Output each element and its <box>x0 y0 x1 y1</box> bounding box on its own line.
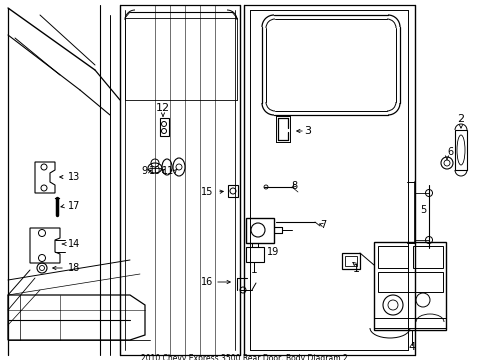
Text: 1: 1 <box>352 264 359 274</box>
Text: 2: 2 <box>456 114 464 124</box>
Text: 8: 8 <box>290 181 297 191</box>
Bar <box>345 256 356 266</box>
Text: 2010 Chevy Express 3500 Rear Door, Body Diagram 2: 2010 Chevy Express 3500 Rear Door, Body … <box>141 354 346 360</box>
Bar <box>377 246 407 268</box>
Bar <box>245 218 273 243</box>
Bar <box>412 246 442 268</box>
Bar <box>227 185 238 197</box>
Bar <box>341 253 359 269</box>
Text: 10: 10 <box>148 166 161 176</box>
Text: 12: 12 <box>156 103 170 113</box>
Text: 19: 19 <box>266 247 279 257</box>
Text: 4: 4 <box>407 342 415 352</box>
Text: 6: 6 <box>446 147 452 157</box>
Text: 14: 14 <box>68 239 80 249</box>
Bar <box>377 272 442 292</box>
Text: 17: 17 <box>68 201 80 211</box>
Text: 9: 9 <box>141 166 147 176</box>
Text: 7: 7 <box>319 220 325 230</box>
Text: 15: 15 <box>200 187 213 197</box>
Text: 5: 5 <box>419 205 426 215</box>
Bar <box>160 118 169 136</box>
Text: 13: 13 <box>68 172 80 182</box>
Text: 16: 16 <box>201 277 213 287</box>
Bar <box>373 242 445 330</box>
Text: 3: 3 <box>304 126 311 136</box>
Text: 11: 11 <box>162 166 174 176</box>
Text: 18: 18 <box>68 263 80 273</box>
Bar <box>454 130 466 170</box>
